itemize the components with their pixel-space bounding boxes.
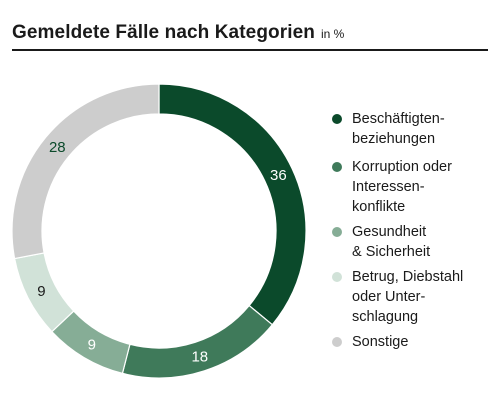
slice-value-label-1: 18 [191, 349, 208, 366]
donut-slice-4 [11, 83, 160, 260]
legend-label-3: Betrug, Diebstahl oder Unter- schlagung [352, 269, 464, 325]
legend-item-1: Korruption oder Interessen- konflikte [332, 157, 452, 217]
title-divider [12, 49, 488, 51]
slice-value-label-3: 9 [37, 283, 45, 300]
legend-label-0: Beschäftigten- beziehungen [352, 111, 445, 147]
legend-swatch-3 [332, 272, 342, 282]
legend-label-4: Sonstige [352, 334, 409, 350]
legend-swatch-1 [332, 162, 342, 172]
legend-label-2: Gesundheit & Sicherheit [352, 224, 431, 260]
legend-swatch-2 [332, 227, 342, 237]
chart-header: Gemeldete Fälle nach Kategorien in % [12, 22, 488, 44]
legend-item-4: Sonstige [332, 332, 408, 352]
legend-item-2: Gesundheit & Sicherheit [332, 222, 430, 262]
slice-value-label-0: 36 [270, 167, 287, 184]
legend-item-0: Beschäftigten- beziehungen [332, 109, 445, 149]
legend-label-1: Korruption oder Interessen- konflikte [352, 159, 452, 215]
slice-value-label-4: 28 [49, 139, 66, 156]
legend-item-3: Betrug, Diebstahl oder Unter- schlagung [332, 267, 463, 327]
donut-slice-1 [121, 304, 274, 379]
chart-title: Gemeldete Fälle nach Kategorien [12, 22, 315, 43]
legend-swatch-0 [332, 114, 342, 124]
chart-unit: in % [320, 27, 345, 41]
legend-swatch-4 [332, 337, 342, 347]
slice-value-label-2: 9 [88, 337, 96, 354]
donut-slice-0 [158, 83, 307, 326]
